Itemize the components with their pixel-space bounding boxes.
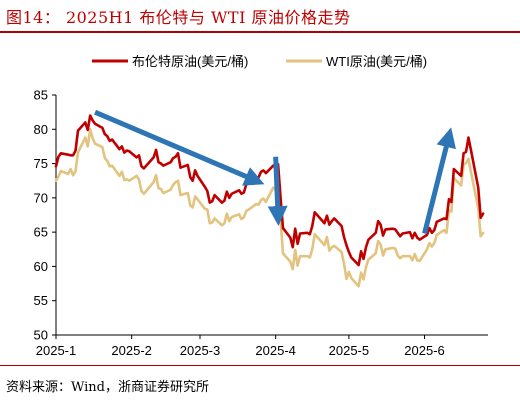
trend-arrow-3 [422, 127, 456, 235]
trend-arrows [94, 109, 456, 235]
title-rule [0, 31, 520, 33]
legend-wti-label: WTI原油(美元/桶) [326, 54, 427, 69]
price-chart: 布伦特原油(美元/桶) WTI原油(美元/桶) 50 55 60 65 70 75 80 85… [34, 54, 488, 358]
y-tick-label: 55 [34, 293, 48, 308]
figure-title: 图14： 2025H1 布伦特与 WTI 原油价格走势 [6, 8, 351, 27]
x-tick-label: 2025-4 [255, 343, 295, 358]
x-tick-label: 2025-1 [36, 343, 76, 358]
y-tick-label: 85 [34, 88, 48, 103]
y-tick-label: 60 [34, 259, 48, 274]
y-tick-label: 50 [34, 328, 48, 343]
y-tick-label: 80 [34, 122, 48, 137]
x-tick-label: 2025-5 [329, 343, 369, 358]
x-tick-label: 2025-6 [404, 343, 444, 358]
source-note: 资料来源：Wind，浙商证券研究所 [6, 380, 209, 395]
legend-brent-label: 布伦特原油(美元/桶) [132, 54, 248, 69]
wti-price-line [54, 127, 485, 288]
y-tick-label: 65 [34, 225, 48, 240]
series-lines [54, 114, 485, 288]
legend: 布伦特原油(美元/桶) WTI原油(美元/桶) [92, 54, 427, 69]
trend-arrow-1 [94, 109, 265, 186]
axes: 50 55 60 65 70 75 80 85 2025-1 2025-2 2025-3 2025-4… [34, 88, 488, 358]
brent-price-line [54, 114, 485, 267]
y-tick-label: 75 [34, 156, 48, 171]
x-tick-label: 2025-3 [180, 343, 220, 358]
y-tick-label: 70 [34, 190, 48, 205]
x-tick-label: 2025-2 [111, 343, 151, 358]
trend-arrow-2 [267, 156, 288, 227]
source-rule [0, 365, 520, 366]
